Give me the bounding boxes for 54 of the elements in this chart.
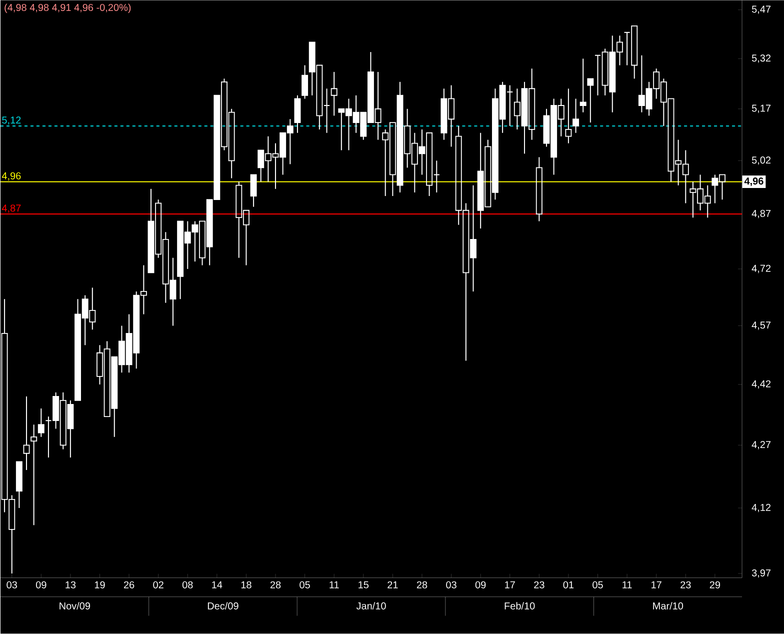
y-tick-label: 4,72 (752, 264, 771, 274)
x-tick-label: 02 (153, 581, 164, 588)
x-tick-label: 11 (622, 581, 632, 588)
x-tick-label: 08 (182, 581, 193, 588)
x-tick-label: 11 (330, 581, 339, 588)
candlestick (536, 156, 542, 222)
x-tick-label: 05 (300, 581, 310, 588)
ref-line-label: 4,87 (2, 204, 21, 213)
x-tick-label: 23 (680, 581, 691, 588)
x-tick-label: 03 (6, 581, 17, 588)
chart-title: (4,98 4,98 4,91 4,96 -0,20%) (4, 4, 131, 14)
y-tick-label: 4,27 (752, 441, 771, 450)
text: Jan/10 (356, 602, 386, 610)
x-tick-label: 09 (475, 581, 486, 588)
ref-line-label: 5,12 (2, 116, 21, 125)
y-tick-label: 5,02 (752, 156, 771, 165)
x-tick-label: 21 (388, 581, 398, 588)
x-tick-label: 28 (270, 581, 281, 588)
x-tick-label: 29 (710, 581, 720, 588)
x-tick-label: 18 (241, 581, 252, 588)
candlestick (30, 424, 38, 526)
candlestick (294, 94, 301, 134)
x-tick-label: 28 (416, 581, 428, 588)
y-tick-label: 4,57 (752, 322, 771, 330)
y-tick-label: 4,87 (752, 210, 771, 218)
x-tick-label: 17 (652, 581, 662, 588)
x-tick-label: 09 (36, 581, 46, 588)
x-tick-label: 14 (212, 581, 222, 588)
y-tick-label: 4,42 (752, 380, 771, 389)
x-tick-label: 05 (592, 581, 603, 588)
y-tick-label: 5,32 (752, 54, 771, 63)
x-tick-label: 01 (563, 581, 574, 588)
x-tick-label: 19 (94, 581, 105, 588)
text: Nov/09 (60, 602, 90, 610)
candlestick (572, 98, 580, 134)
x-tick-label: 23 (534, 581, 544, 588)
y-tick-label: 5,17 (752, 104, 771, 114)
candlestick (23, 396, 30, 471)
candlestick (580, 58, 586, 113)
text: 4,96 (744, 178, 764, 186)
x-tick-label: 03 (446, 581, 456, 588)
ref-line-label: 4,96 (2, 172, 21, 181)
x-tick-label: 13 (66, 581, 76, 588)
y-tick-label: 3,97 (752, 569, 771, 578)
y-tick-label: 4,12 (752, 504, 771, 512)
y-tick-label: 5,47 (752, 6, 771, 14)
candlestick (330, 72, 338, 116)
text: Feb/10 (504, 602, 535, 610)
x-tick-label: 17 (505, 581, 515, 588)
x-tick-label: 15 (358, 581, 369, 588)
candlestick (565, 88, 572, 144)
text: Dec/09 (208, 602, 238, 610)
text: Mar/10 (653, 602, 684, 610)
x-tick-label: 26 (124, 581, 134, 588)
